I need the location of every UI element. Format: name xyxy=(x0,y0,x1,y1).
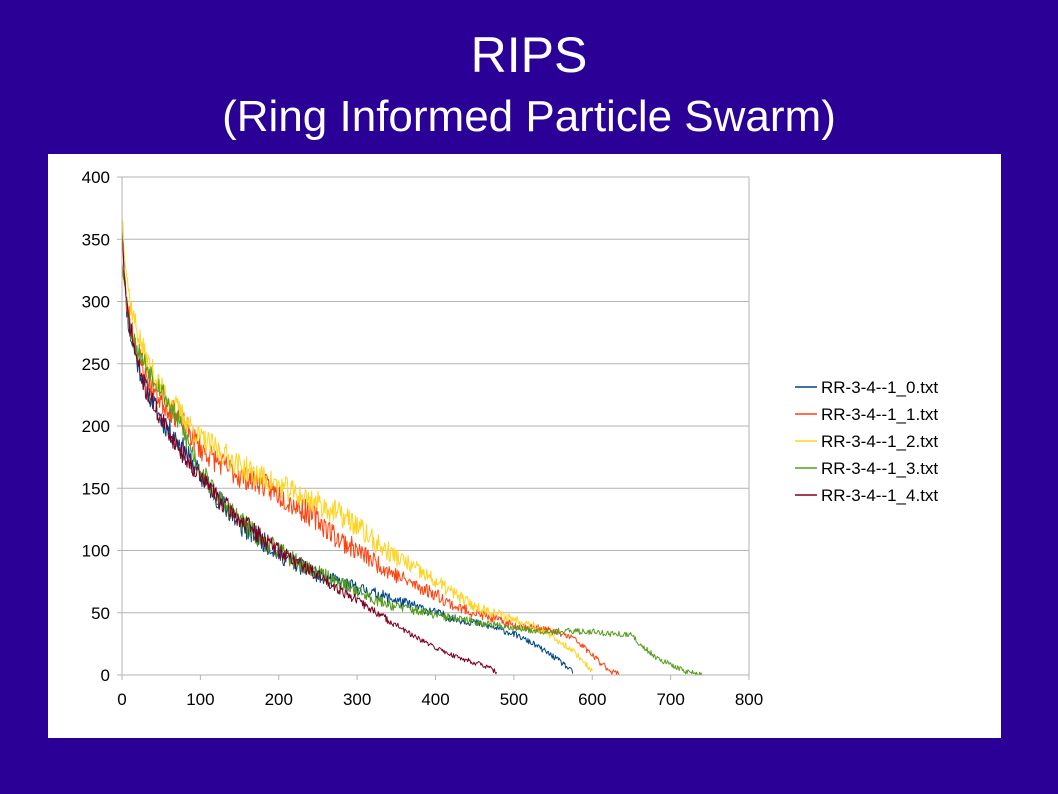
series-line-0 xyxy=(121,226,574,674)
chart-panel: 0 50 100 150 200 250 300 350 400 0 100 200 300 400 50… xyxy=(48,154,1001,738)
x-tick-labels: 0 100 200 300 400 500 600 700 800 xyxy=(117,690,763,709)
x-tick-label: 800 xyxy=(735,690,763,709)
y-tick-label: 300 xyxy=(82,293,110,312)
x-tick-label: 200 xyxy=(265,690,293,709)
series-line-2 xyxy=(121,220,593,673)
x-tick-label: 400 xyxy=(421,690,449,709)
slide-subtitle: (Ring Informed Particle Swarm) xyxy=(222,92,836,141)
series-line-4 xyxy=(121,237,498,675)
series-line-3 xyxy=(121,263,703,676)
x-tick-label: 300 xyxy=(343,690,371,709)
legend-label-1: RR-3-4--1_1.txt xyxy=(821,405,938,424)
y-tick-label: 100 xyxy=(82,542,110,561)
series-lines xyxy=(121,220,703,676)
axes xyxy=(117,176,750,680)
legend-label-0: RR-3-4--1_0.txt xyxy=(821,378,938,397)
x-tick-label: 500 xyxy=(500,690,528,709)
x-tick-label: 600 xyxy=(578,690,606,709)
y-tick-label: 0 xyxy=(101,666,110,685)
x-tick-label: 700 xyxy=(656,690,684,709)
y-tick-label: 150 xyxy=(82,479,110,498)
x-tick-label: 100 xyxy=(186,690,214,709)
series-line-1 xyxy=(121,264,620,676)
slide-title: RIPS xyxy=(470,27,588,83)
grid-lines xyxy=(122,176,750,676)
y-tick-label: 50 xyxy=(91,604,110,623)
line-chart: 0 50 100 150 200 250 300 350 400 0 100 200 300 400 50… xyxy=(82,168,939,709)
y-tick-label: 200 xyxy=(82,417,110,436)
legend-label-3: RR-3-4--1_3.txt xyxy=(821,459,938,478)
legend: RR-3-4--1_0.txt RR-3-4--1_1.txt RR-3-4--1_… xyxy=(795,378,938,505)
y-tick-labels: 0 50 100 150 200 250 300 350 400 xyxy=(82,168,110,685)
legend-label-4: RR-3-4--1_4.txt xyxy=(821,486,938,505)
y-tick-label: 250 xyxy=(82,355,110,374)
y-tick-label: 350 xyxy=(82,230,110,249)
x-tick-label: 0 xyxy=(117,690,126,709)
legend-label-2: RR-3-4--1_2.txt xyxy=(821,432,938,451)
y-tick-label: 400 xyxy=(82,168,110,187)
